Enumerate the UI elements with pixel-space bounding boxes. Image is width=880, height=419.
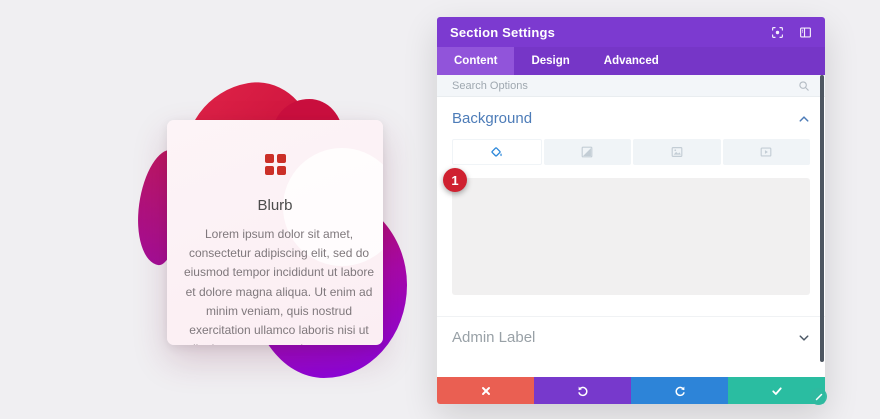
- background-image-tab[interactable]: [633, 139, 721, 165]
- redo-button[interactable]: [631, 377, 728, 404]
- background-section-toggle[interactable]: Background: [437, 97, 825, 136]
- video-icon: [759, 145, 773, 159]
- background-video-tab[interactable]: [722, 139, 810, 165]
- modal-title: Section Settings: [450, 24, 556, 40]
- search-icon: [798, 80, 810, 92]
- search-options-row: [437, 75, 825, 97]
- image-icon: [670, 145, 684, 159]
- admin-label-section-title: Admin Label: [452, 329, 536, 346]
- background-color-tab[interactable]: [452, 139, 542, 165]
- undo-icon: [577, 385, 589, 397]
- grid-icon: [264, 154, 286, 175]
- expand-icon[interactable]: [771, 26, 784, 39]
- background-gradient-tab[interactable]: [543, 139, 631, 165]
- background-section-title: Background: [452, 110, 533, 127]
- background-color-swatch[interactable]: [452, 178, 810, 295]
- check-icon: [771, 385, 783, 397]
- discard-button[interactable]: [437, 377, 534, 404]
- tab-design[interactable]: Design: [531, 55, 570, 67]
- tab-advanced[interactable]: Advanced: [603, 55, 659, 67]
- paint-bucket-icon: [490, 145, 504, 159]
- gradient-icon: [580, 145, 594, 159]
- chevron-up-icon[interactable]: [798, 113, 810, 125]
- step-badge: 1: [443, 168, 467, 192]
- blurb-title: Blurb: [257, 197, 293, 214]
- blurb-module-card[interactable]: Blurb Lorem ipsum dolor sit amet, consec…: [167, 120, 383, 345]
- chevron-down-icon[interactable]: [798, 332, 810, 344]
- dock-icon[interactable]: [799, 26, 812, 39]
- section-settings-modal: Section Settings: [437, 17, 827, 405]
- modal-footer: [437, 377, 825, 404]
- blurb-body-text: Lorem ipsum dolor sit amet, consectetur …: [183, 227, 375, 345]
- redo-icon: [674, 385, 686, 397]
- modal-scrollbar[interactable]: [820, 75, 824, 362]
- save-button[interactable]: [728, 377, 825, 404]
- resize-handle[interactable]: [810, 388, 827, 405]
- search-input[interactable]: [452, 79, 798, 92]
- settings-content: Background: [437, 97, 825, 377]
- undo-button[interactable]: [534, 377, 631, 404]
- admin-label-section-toggle[interactable]: Admin Label: [437, 316, 825, 358]
- background-type-tabs: [452, 139, 810, 165]
- close-icon: [480, 385, 492, 397]
- modal-header[interactable]: Section Settings: [437, 17, 825, 47]
- modal-tabbar: Content Design Advanced: [437, 47, 825, 75]
- tab-content[interactable]: Content: [437, 47, 515, 75]
